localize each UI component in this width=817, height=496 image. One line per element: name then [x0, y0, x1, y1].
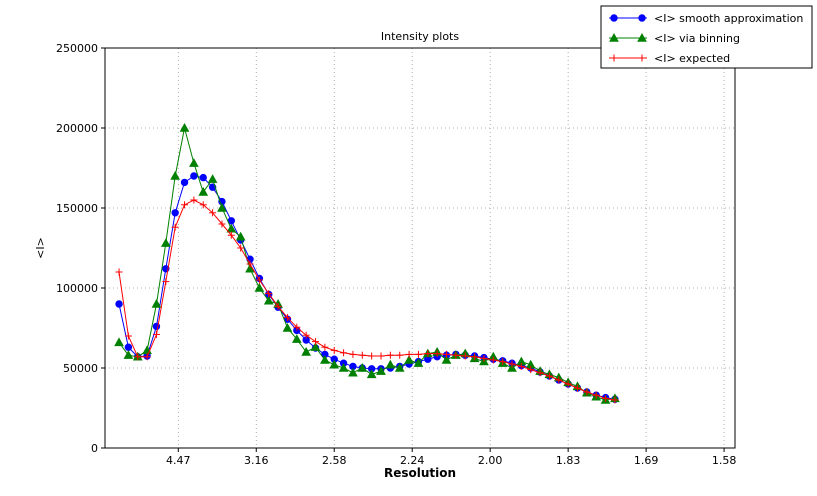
x-tick-label: 2.00	[478, 454, 503, 467]
x-tick-label: 3.16	[244, 454, 269, 467]
y-tick-label: 150000	[56, 202, 98, 215]
x-tick-label: 1.83	[556, 454, 581, 467]
y-tick-label: 100000	[56, 282, 98, 295]
x-tick-label: 1.69	[634, 454, 659, 467]
legend: <I> smooth approximation <I> via binning <…	[600, 5, 813, 69]
chart-title: Intensity plots	[381, 30, 459, 43]
y-tick-label: 200000	[56, 122, 98, 135]
series-i-expected	[115, 196, 619, 404]
y-tick-label: 50000	[63, 362, 98, 375]
x-tick-label: 4.47	[166, 454, 191, 467]
y-axis: 0 50000 100000 150000 200000 250000	[56, 42, 105, 455]
y-tick-label: 0	[91, 442, 98, 455]
x-axis-label: Resolution	[384, 466, 456, 480]
plot-border	[104, 47, 736, 449]
legend-label: <I> via binning	[654, 32, 740, 45]
y-axis-label: <I>	[34, 237, 47, 259]
x-tick-label: 2.58	[322, 454, 347, 467]
legend-label: <I> smooth approximation	[654, 12, 803, 25]
x-tick-label: 1.58	[712, 454, 737, 467]
legend-label: <I> expected	[654, 52, 730, 65]
y-tick-label: 250000	[56, 42, 98, 55]
x-tick-label: 2.24	[400, 454, 425, 467]
x-axis: 4.47 3.16 2.58 2.24 2.00 1.83 1.69 1.58	[166, 448, 736, 467]
